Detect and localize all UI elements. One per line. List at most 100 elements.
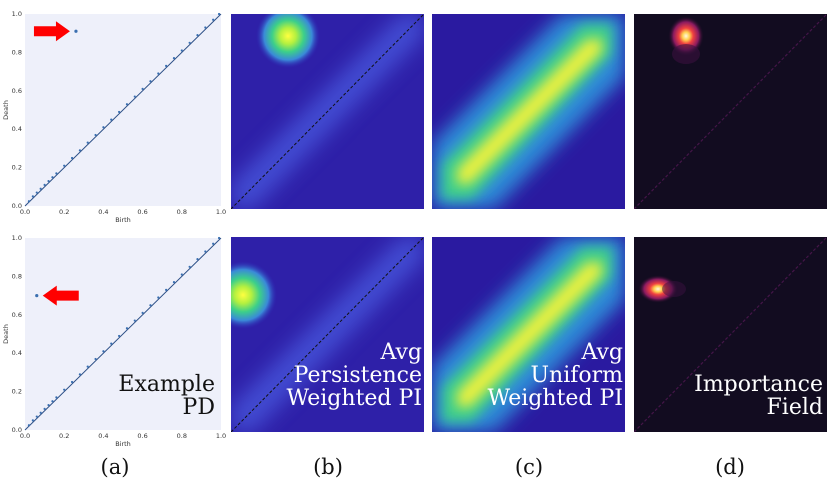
data-point bbox=[141, 311, 144, 314]
data-point bbox=[78, 373, 81, 376]
heatmap-b-bottom-svg bbox=[231, 237, 424, 432]
heatmap-b-top-svg bbox=[231, 14, 424, 209]
diagonal-line bbox=[634, 14, 827, 209]
x-tick-label: 0.2 bbox=[59, 432, 69, 440]
data-point bbox=[47, 179, 50, 183]
data-point bbox=[172, 281, 176, 284]
data-point bbox=[133, 319, 136, 322]
data-point bbox=[31, 419, 34, 422]
y-axis-label: Death bbox=[2, 100, 10, 120]
data-point bbox=[70, 156, 74, 160]
data-point bbox=[78, 149, 81, 152]
heatmap-b-top bbox=[231, 14, 424, 209]
pd-plot-top-svg: 0.0 0.2 0.4 0.6 0.8 1.0 0.0 0.2 0.4 0.6 0.8 1.0 Birt… bbox=[2, 10, 226, 224]
caption-a: (a) bbox=[100, 455, 130, 479]
pd-plot-bottom: 0.0 0.2 0.4 0.6 0.8 1.0 0.0 0.2 0.4 0.6 0.8 1.0 Birt… bbox=[0, 226, 228, 448]
heatmap-c-top-svg bbox=[432, 14, 625, 209]
pd-plot-bottom-svg: 0.0 0.2 0.4 0.6 0.8 1.0 0.0 0.2 0.4 0.6 0.8 1.0 Birt… bbox=[2, 234, 226, 448]
data-point bbox=[149, 304, 152, 307]
data-point bbox=[51, 176, 54, 179]
data-point bbox=[172, 57, 176, 60]
data-point bbox=[125, 103, 129, 106]
diagonal-line bbox=[231, 237, 424, 432]
data-point bbox=[180, 49, 183, 52]
data-point bbox=[35, 415, 38, 418]
data-point bbox=[180, 273, 183, 276]
y-tick-label: 0.4 bbox=[12, 349, 22, 357]
data-point bbox=[39, 411, 42, 414]
diagonal-line bbox=[24, 13, 222, 207]
data-point bbox=[204, 26, 207, 29]
heatmap-band-core bbox=[457, 39, 602, 184]
data-point bbox=[43, 183, 46, 186]
x-axis-label: Birth bbox=[115, 216, 131, 224]
heatmap-hotspot-tail bbox=[662, 281, 686, 297]
y-axis-label: Death bbox=[2, 324, 10, 344]
caption-c: (c) bbox=[514, 455, 544, 479]
data-point bbox=[63, 164, 66, 167]
diagonal-line bbox=[231, 14, 424, 209]
caption-b: (b) bbox=[313, 455, 343, 479]
overlay-label-a: Example PD bbox=[118, 373, 215, 419]
y-tick-label: 1.0 bbox=[12, 234, 22, 242]
data-point bbox=[133, 95, 136, 98]
data-point bbox=[39, 187, 42, 190]
data-point bbox=[196, 258, 199, 261]
heatmap-d-top-svg bbox=[634, 14, 827, 209]
data-point bbox=[51, 400, 54, 403]
data-point bbox=[47, 403, 50, 407]
overlay-line: Avg bbox=[581, 340, 623, 365]
data-point bbox=[102, 350, 105, 353]
data-point bbox=[94, 133, 97, 137]
data-point bbox=[188, 265, 191, 268]
heatmap-hotspot bbox=[638, 275, 678, 303]
y-tick-label: 0.6 bbox=[12, 87, 22, 95]
heatmap-c-bottom-svg bbox=[432, 237, 625, 432]
outlier-point bbox=[74, 29, 78, 33]
data-point bbox=[35, 191, 38, 194]
x-tick-label: 0.8 bbox=[177, 208, 187, 216]
data-point bbox=[149, 80, 152, 83]
overlay-label-d: Importance Field bbox=[694, 373, 823, 419]
data-point bbox=[165, 64, 168, 67]
y-tick-label: 0.8 bbox=[12, 48, 22, 56]
heatmap-hotspot-tail bbox=[672, 44, 700, 64]
overlay-line: Field bbox=[766, 395, 823, 420]
y-tick-label: 0.8 bbox=[12, 272, 22, 280]
data-point bbox=[31, 195, 34, 198]
caption-d: (d) bbox=[715, 455, 745, 479]
y-tick-label: 0.6 bbox=[12, 311, 22, 319]
y-tick-label: 0.0 bbox=[12, 202, 22, 210]
data-point bbox=[102, 126, 105, 129]
y-tick-label: 0.0 bbox=[12, 426, 22, 434]
data-point bbox=[94, 357, 97, 361]
heatmap-hotspot bbox=[668, 16, 704, 56]
overlay-line: Weighted PI bbox=[487, 386, 623, 411]
data-point bbox=[63, 388, 66, 391]
pd-plot-top: 0.0 0.2 0.4 0.6 0.8 1.0 0.0 0.2 0.4 0.6 0.8 1.0 Birt… bbox=[0, 2, 228, 224]
x-tick-label: 1.0 bbox=[216, 432, 226, 440]
overlay-label-b: Avg Persistence Weighted PI bbox=[286, 341, 422, 410]
overlay-line: Uniform bbox=[530, 363, 623, 388]
x-tick-label: 1.0 bbox=[216, 208, 226, 216]
heatmap-c-bottom bbox=[432, 237, 625, 432]
red-arrow-icon bbox=[33, 21, 70, 42]
data-point bbox=[212, 18, 215, 21]
data-point bbox=[165, 288, 168, 291]
heatmap-d-bottom-svg bbox=[634, 237, 827, 432]
x-tick-label: 0.0 bbox=[20, 208, 30, 216]
data-point bbox=[55, 396, 58, 399]
data-point bbox=[212, 242, 215, 245]
data-point bbox=[110, 118, 113, 121]
heatmap-hotspot bbox=[256, 14, 320, 68]
diagonal-line bbox=[24, 237, 222, 431]
y-tick-label: 0.4 bbox=[12, 125, 22, 133]
x-tick-label: 0.2 bbox=[59, 208, 69, 216]
overlay-line: Avg bbox=[380, 340, 422, 365]
overlay-line: Importance bbox=[694, 372, 823, 397]
data-point bbox=[86, 141, 89, 144]
data-point bbox=[204, 250, 207, 253]
red-arrow-icon bbox=[42, 285, 79, 306]
data-point bbox=[157, 296, 160, 299]
data-point bbox=[27, 200, 31, 203]
